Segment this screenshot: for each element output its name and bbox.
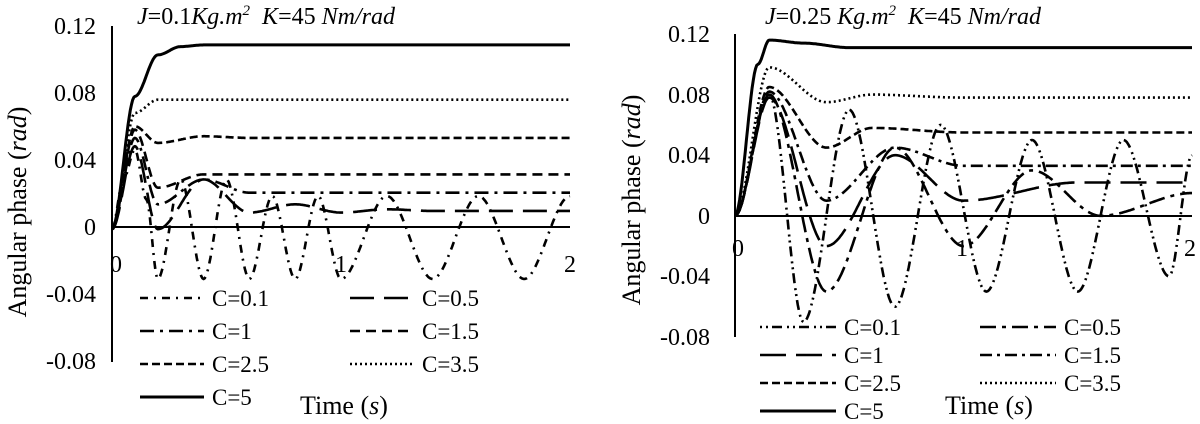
chart-left-legend-label-3: C=1.5: [422, 319, 479, 344]
chart-left-series-line-4: [111, 125, 571, 231]
chart-left-series-line-3: [111, 128, 571, 231]
chart-right-series-line-5: [734, 66, 1193, 217]
chart-left-legend-label-5: C=3.5: [422, 352, 479, 377]
chart-right-series-line-4: [734, 85, 1193, 218]
chart-right-ytick-3: 0: [698, 204, 710, 230]
chart-right-series-line-1: [734, 93, 1193, 293]
chart-left-legend-label-6: C=5: [212, 385, 252, 410]
chart-right-legend-label-6: C=5: [844, 399, 884, 424]
chart-left-xtick-2: 2: [564, 252, 576, 278]
chart-left-ytick-4: -0.04: [46, 282, 96, 308]
chart-right-xtick-0: 0: [732, 236, 744, 262]
chart-left-ytick-3: 0: [84, 215, 96, 241]
chart-right-title: J=0.25 Kg.m2 K=45 Nm/rad: [765, 3, 1042, 30]
chart-right-ytick-0: 0.12: [668, 22, 710, 48]
chart-left: 0.12 0.08 0.04 0 -0.04 -0.08 0 1 2 J=0.1…: [3, 3, 576, 420]
chart-right-legend-label-4: C=2.5: [844, 371, 901, 396]
chart-right-series-line-6: [733, 38, 1193, 217]
chart-left-legend-label-4: C=2.5: [212, 352, 269, 377]
chart-left-legend-label-1: C=0.5: [422, 286, 479, 311]
chart-left-legend-label-0: C=0.1: [212, 286, 269, 311]
chart-right-ytick-4: -0.04: [660, 264, 710, 290]
chart-right-legend: C=0.1 C=0.5 C=1 C=1.5 C=2.5 C=3.5 C=5: [760, 315, 1121, 424]
chart-left-ytick-2: 0.04: [54, 148, 96, 174]
chart-left-ytick-5: -0.08: [46, 349, 96, 375]
chart-right-legend-label-1: C=0.5: [1064, 315, 1121, 340]
chart-right-legend-label-5: C=3.5: [1064, 371, 1121, 396]
chart-right-ytick-5: -0.08: [660, 325, 710, 351]
chart-right-legend-label-3: C=1.5: [1064, 343, 1121, 368]
chart-left-series-line-2: [111, 136, 571, 231]
chart-left-ylabel: Angular phase (rad): [3, 107, 32, 318]
chart-left-series-line-0: [110, 148, 571, 281]
chart-right-series-line-0: [734, 93, 1193, 324]
chart-left-ytick-1: 0.08: [54, 81, 96, 107]
chart-right: 0.12 0.08 0.04 0 -0.04 -0.08 0 1 2 J=0.2…: [617, 3, 1196, 424]
chart-right-legend-label-0: C=0.1: [844, 315, 901, 340]
chart-right-ytick-2: 0.04: [668, 143, 710, 169]
chart-right-xtick-2: 2: [1184, 236, 1196, 262]
chart-left-legend: C=0.1 C=0.5 C=1 C=1.5 C=2.5 C=3.5 C=5: [140, 286, 479, 410]
chart-right-ylabel: Angular phase (rad): [617, 95, 646, 306]
chart-right-xtick-1: 1: [956, 236, 968, 262]
chart-left-xtick-0: 0: [110, 252, 122, 278]
chart-right-xlabel: Time (s): [945, 391, 1033, 420]
chart-left-xtick-1: 1: [335, 252, 347, 278]
chart-right-series-line-2: [734, 96, 1193, 248]
chart-left-xlabel: Time (s): [300, 391, 388, 420]
chart-left-series-line-6: [110, 43, 571, 231]
chart-right-ytick-1: 0.08: [668, 83, 710, 109]
chart-right-series: [733, 38, 1193, 324]
chart-right-series-line-3: [734, 90, 1193, 218]
chart-left-legend-label-2: C=1: [212, 319, 252, 344]
chart-right-legend-label-2: C=1: [844, 343, 884, 368]
chart-left-series: [110, 43, 571, 281]
chart-left-title: J=0.1Kg.m2 K=45 Nm/rad: [137, 3, 396, 30]
chart-left-series-line-1: [111, 144, 571, 231]
chart-left-ytick-0: 0.12: [54, 14, 96, 40]
